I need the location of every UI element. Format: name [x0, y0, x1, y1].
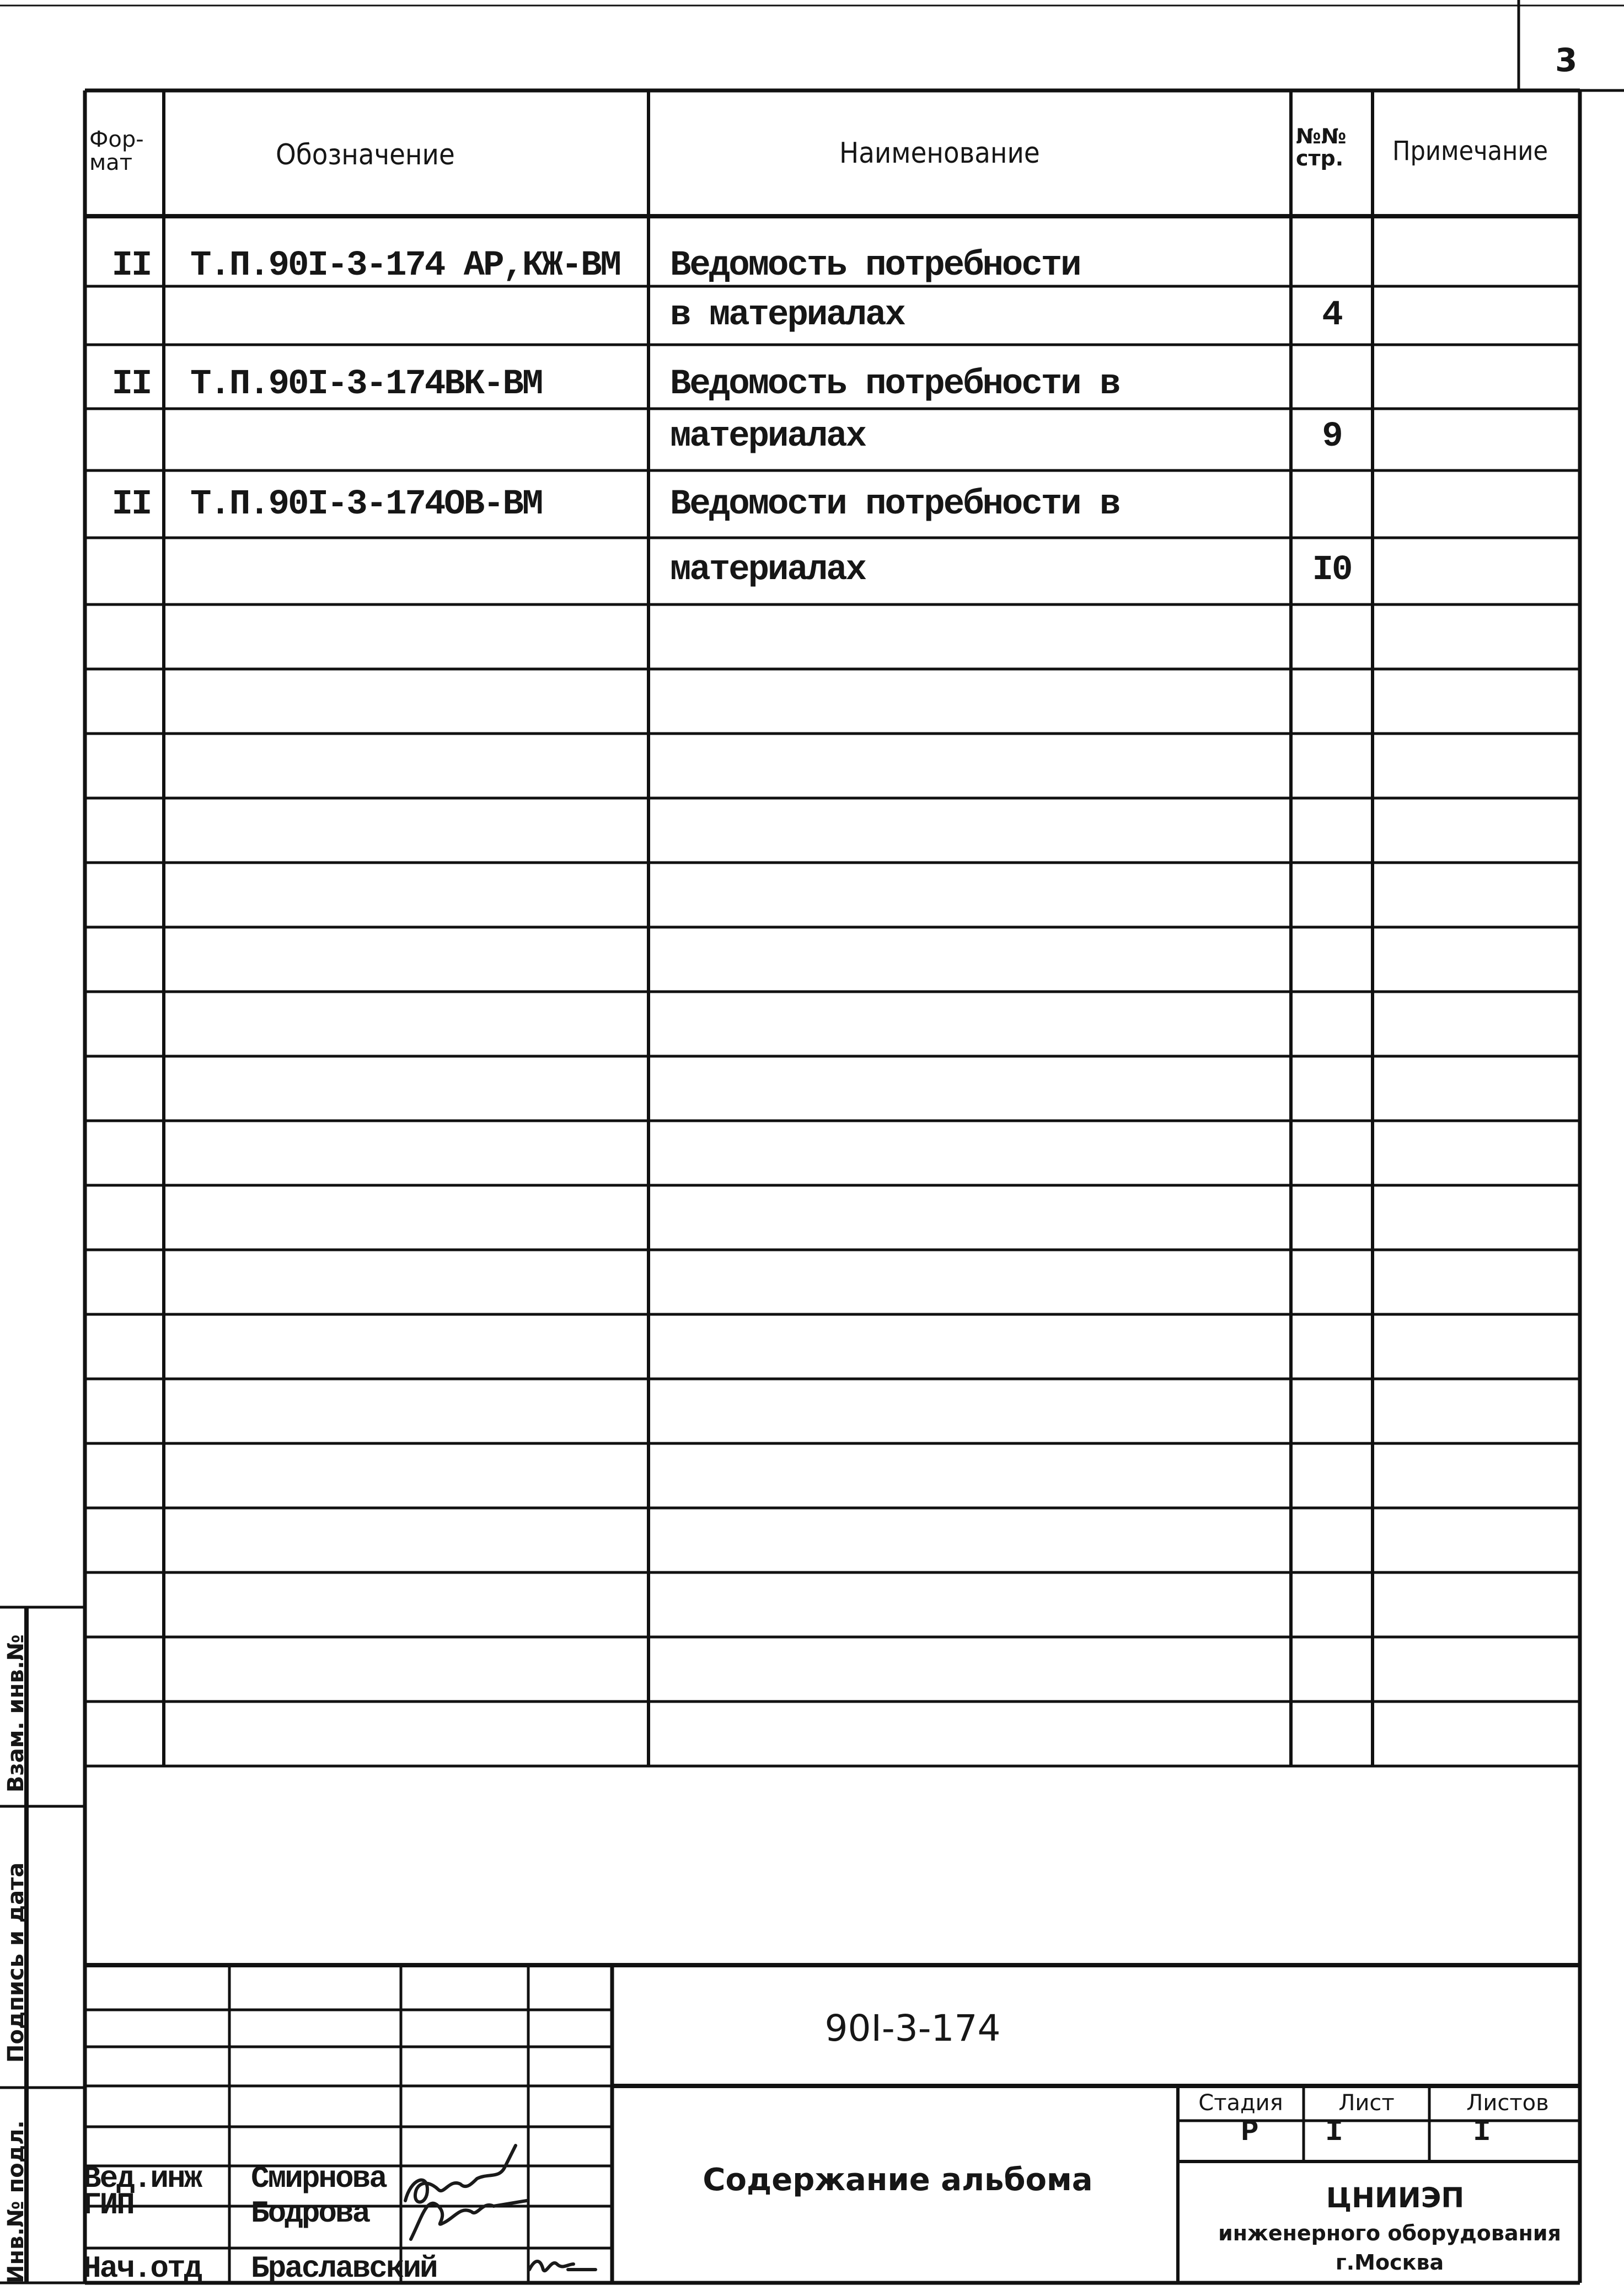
name-chief-engineer: Бодрова [251, 2196, 371, 2231]
cell-page: 9 [1322, 417, 1343, 457]
role-lead-engineer: Вед.инж [83, 2161, 202, 2196]
header-format: Фор- мат [89, 128, 144, 174]
cell-format: II [111, 246, 153, 286]
cell-name: в материалах [670, 296, 906, 335]
stage-value: Р [1241, 2116, 1258, 2149]
header-page-line1: №№ [1296, 124, 1347, 148]
name-dept-head: Браславский [251, 2251, 438, 2286]
cell-designation: Т.П.90I-3-174ОВ-ВМ [190, 485, 543, 525]
cell-page: I0 [1312, 550, 1353, 590]
header-page: №№ стр. [1296, 124, 1347, 170]
cell-designation: Т.П.90I-3-174ВК-ВМ [190, 365, 543, 404]
cell-name: Ведомость потребности [670, 246, 1082, 286]
document-title: Содержание альбома [703, 2162, 1093, 2198]
cell-format: II [111, 485, 153, 525]
cell-name: Ведомость потребности в [670, 365, 1121, 404]
header-note: Примечание [1392, 136, 1548, 167]
side-stamp-sign-date: Подпись и дата [3, 1862, 29, 2063]
role-chief-engineer: ГИП [83, 2187, 135, 2223]
name-lead-engineer: Смирнова [251, 2161, 388, 2196]
cell-designation: Т.П.90I-3-174 АР,КЖ-ВМ [190, 246, 621, 286]
header-format-line1: Фор- [89, 127, 144, 152]
cell-name: материалах [670, 417, 867, 457]
organization-city: г.Москва [1335, 2250, 1444, 2275]
side-stamp-replace-inv: Взам. инв.№ [3, 1634, 29, 1793]
header-format-line2: мат [89, 150, 132, 175]
cell-format: II [111, 365, 153, 404]
page-number: 3 [1555, 41, 1578, 79]
organization-name: ЦНИИЭП [1326, 2182, 1465, 2214]
cell-name: Ведомости потребности в [670, 485, 1121, 525]
header-designation: Обозначение [276, 138, 455, 172]
cell-page: 4 [1322, 296, 1343, 335]
cell-name: материалах [670, 550, 867, 590]
header-name: Наименование [839, 137, 1040, 170]
document-code: 90I-3-174 [824, 2007, 1001, 2050]
role-dept-head: Нач.отд [83, 2251, 202, 2286]
organization-line2: инженерного оборудования [1218, 2221, 1561, 2245]
sheet-label: Лист [1338, 2090, 1395, 2116]
sheet-value: I [1325, 2116, 1343, 2149]
sheets-label: Листов [1466, 2090, 1549, 2116]
stage-label: Стадия [1198, 2090, 1283, 2116]
sheets-value: I [1473, 2116, 1491, 2149]
side-stamp-inv-orig: Инв.№ подл. [3, 2120, 29, 2283]
header-page-line2: стр. [1296, 146, 1344, 170]
